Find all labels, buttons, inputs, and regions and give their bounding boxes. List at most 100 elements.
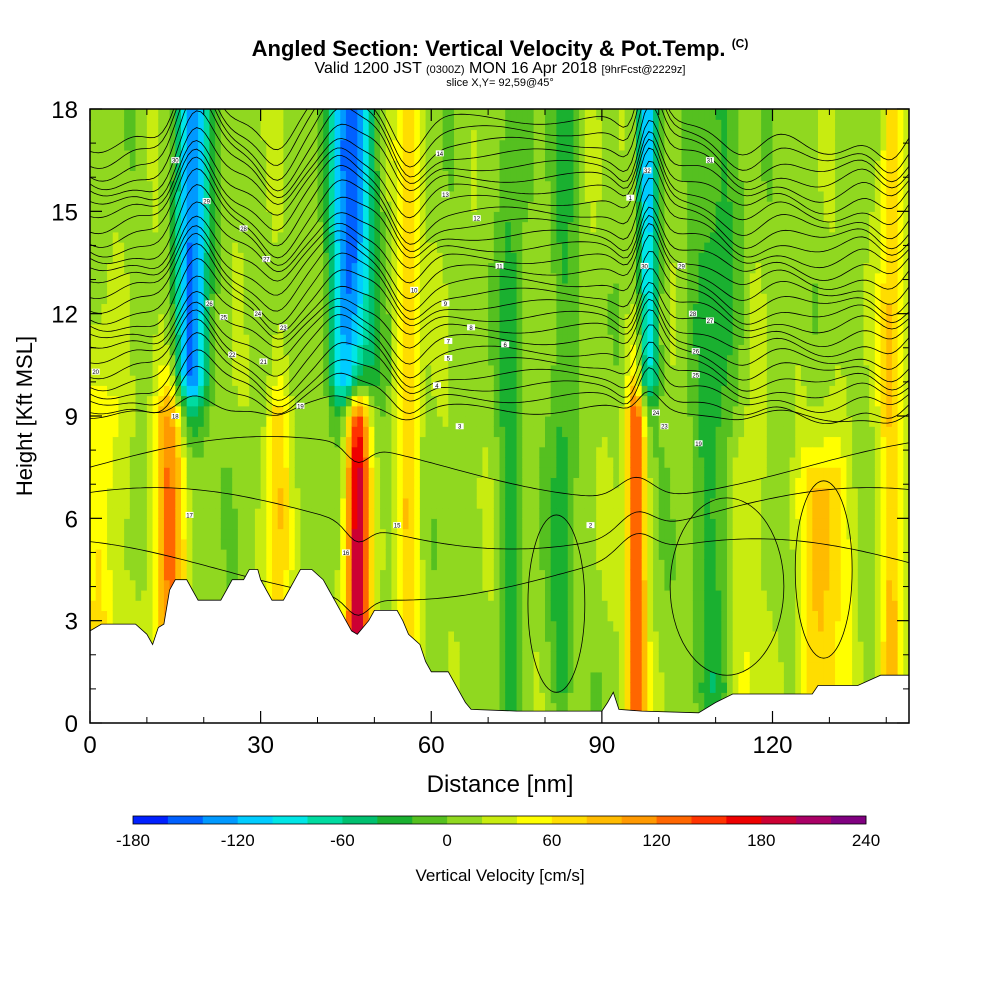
velocity-cell	[471, 405, 478, 417]
velocity-cell	[374, 221, 381, 233]
velocity-cell	[539, 211, 546, 223]
velocity-cell	[289, 508, 296, 519]
velocity-cell	[334, 364, 341, 376]
velocity-cell	[294, 272, 302, 284]
velocity-cell	[556, 456, 563, 468]
velocity-cell	[425, 354, 432, 366]
velocity-cell	[328, 323, 336, 335]
velocity-cell	[357, 303, 364, 315]
velocity-cell	[482, 354, 489, 366]
velocity-cell	[300, 170, 307, 182]
velocity-cell	[454, 620, 461, 632]
velocity-cell	[328, 170, 336, 182]
velocity-cell	[192, 272, 199, 284]
velocity-cell	[363, 119, 370, 131]
velocity-cell	[436, 242, 444, 253]
velocity-cell	[95, 303, 102, 315]
velocity-cell	[442, 549, 449, 560]
velocity-cell	[454, 518, 461, 530]
velocity-cell	[414, 456, 421, 468]
velocity-cell	[414, 477, 421, 489]
velocity-cell	[243, 139, 250, 151]
velocity-cell	[345, 139, 353, 151]
velocity-cell	[175, 293, 182, 305]
velocity-cell	[124, 109, 131, 120]
velocity-cell	[129, 262, 137, 274]
velocity-cell	[550, 528, 557, 540]
velocity-cell	[209, 303, 216, 315]
velocity-cell	[135, 497, 142, 509]
velocity-cell	[135, 129, 142, 141]
velocity-cell	[357, 334, 364, 345]
velocity-cell	[124, 323, 131, 335]
velocity-cell	[374, 467, 381, 478]
velocity-cell	[425, 129, 432, 141]
velocity-cell	[465, 497, 472, 509]
velocity-cell	[436, 497, 444, 509]
velocity-cell	[249, 375, 256, 386]
velocity-cell	[220, 139, 228, 151]
velocity-cell	[482, 262, 489, 274]
velocity-cell	[107, 231, 114, 243]
velocity-cell	[363, 262, 370, 274]
velocity-cell	[516, 610, 523, 622]
velocity-cell	[129, 477, 137, 489]
velocity-cell	[124, 242, 131, 253]
velocity-cell	[198, 385, 205, 397]
velocity-cell	[454, 549, 461, 560]
velocity-cell	[334, 262, 341, 274]
velocity-cell	[397, 211, 404, 223]
velocity-cell	[505, 508, 512, 519]
velocity-cell	[294, 538, 302, 550]
velocity-cell	[482, 477, 489, 489]
velocity-cell	[118, 395, 125, 407]
velocity-cell	[431, 344, 438, 356]
velocity-cell	[272, 201, 279, 212]
velocity-cell	[340, 242, 347, 253]
velocity-cell	[465, 252, 472, 264]
velocity-cell	[454, 559, 461, 571]
velocity-cell	[328, 242, 336, 253]
velocity-cell	[124, 600, 131, 612]
velocity-cell	[442, 395, 449, 407]
velocity-cell	[289, 313, 296, 325]
velocity-cell	[436, 630, 444, 642]
velocity-cell	[522, 334, 529, 345]
velocity-cell	[459, 630, 466, 642]
velocity-cell	[112, 549, 120, 560]
velocity-cell	[488, 282, 495, 294]
velocity-cell	[527, 702, 535, 714]
velocity-cell	[340, 416, 347, 427]
velocity-cell	[368, 477, 375, 489]
velocity-cell	[545, 579, 552, 591]
velocity-cell	[527, 252, 535, 264]
velocity-cell	[448, 436, 455, 448]
velocity-cell	[459, 293, 466, 305]
velocity-cell	[368, 170, 375, 182]
velocity-cell	[141, 252, 148, 264]
velocity-cell	[550, 692, 557, 704]
velocity-cell	[476, 467, 484, 478]
velocity-cell	[374, 600, 381, 612]
velocity-cell	[266, 160, 273, 171]
velocity-cell	[181, 190, 188, 202]
velocity-cell	[203, 426, 211, 438]
velocity-cell	[169, 252, 176, 264]
velocity-cell	[249, 334, 256, 345]
velocity-cell	[436, 620, 444, 632]
velocity-cell	[90, 395, 97, 407]
velocity-cell	[95, 252, 102, 264]
velocity-cell	[522, 549, 529, 560]
velocity-cell	[482, 313, 489, 325]
velocity-cell	[243, 364, 250, 376]
velocity-cell	[533, 252, 540, 264]
velocity-cell	[436, 272, 444, 284]
velocity-cell	[192, 436, 199, 448]
velocity-cell	[505, 620, 512, 632]
velocity-cell	[124, 569, 131, 581]
velocity-cell	[493, 293, 501, 305]
velocity-cell	[294, 160, 302, 171]
velocity-cell	[192, 190, 199, 202]
velocity-cell	[493, 671, 501, 683]
velocity-cell	[237, 467, 245, 478]
